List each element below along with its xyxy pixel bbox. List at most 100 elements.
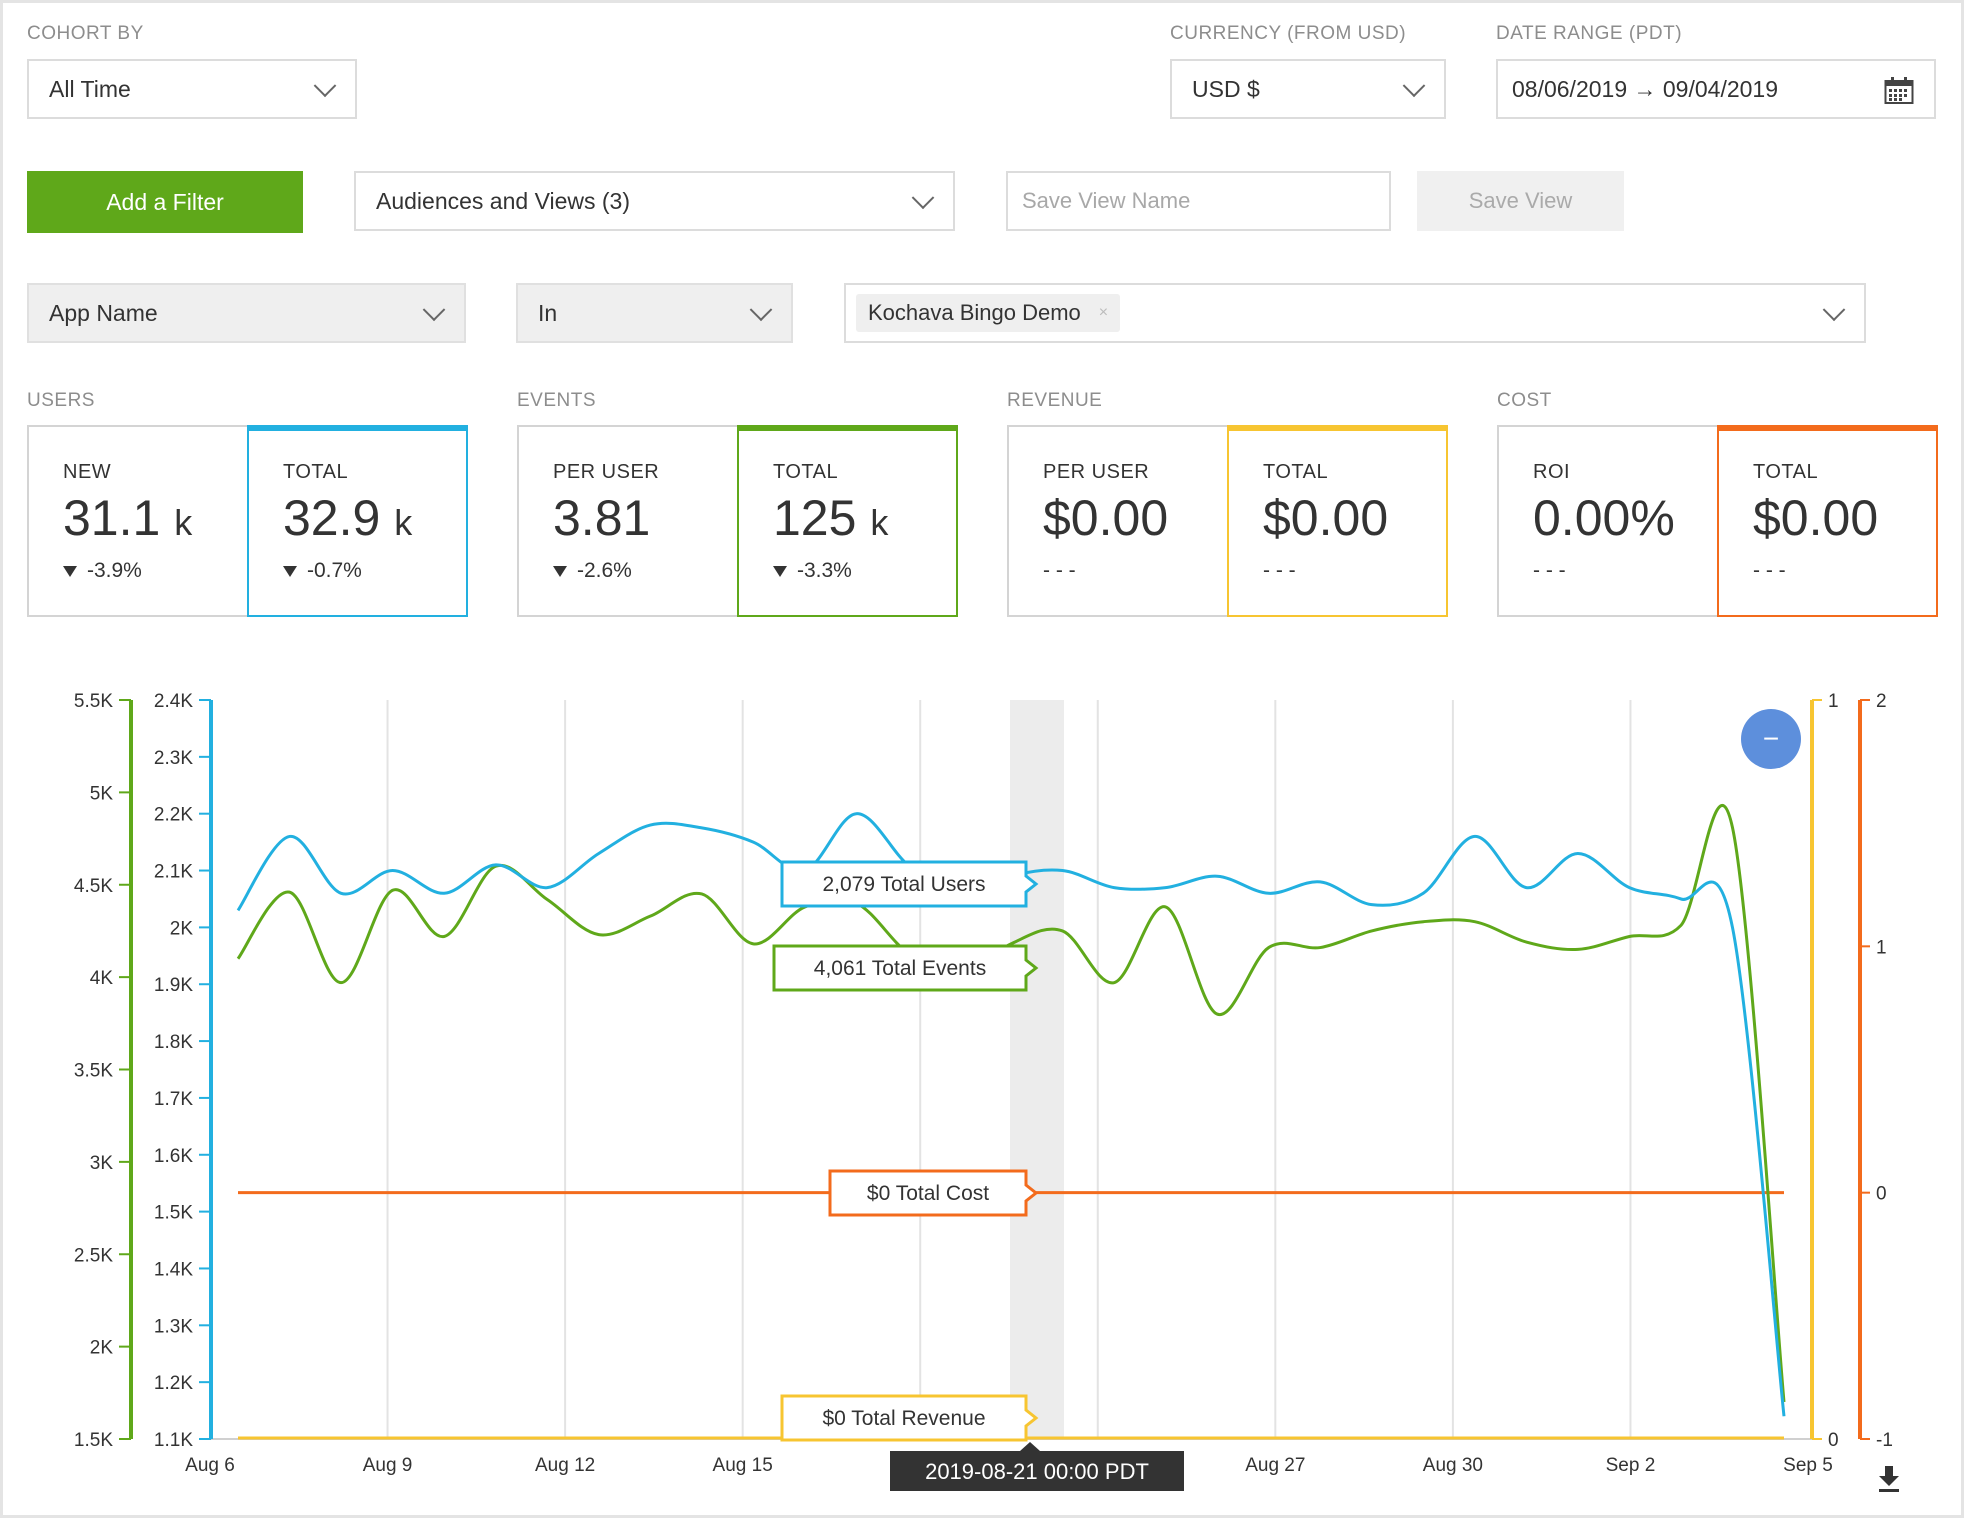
events-tick-label: 5.5K (74, 691, 113, 712)
metric-card-users-new[interactable]: NEW 31.1 k -3.9% (27, 425, 249, 617)
metric-label: TOTAL (283, 461, 349, 483)
chevron-down-icon (911, 186, 935, 210)
users-caption: USERS (27, 390, 95, 411)
metric-card-cost-total[interactable]: TOTAL $0.00 - - - (1717, 425, 1938, 617)
zoom-out-circle (1741, 709, 1801, 769)
close-icon[interactable]: × (1098, 304, 1109, 321)
audiences-views-value: Audiences and Views (3) (376, 187, 630, 214)
x-tick-label: Aug 6 (185, 1455, 235, 1476)
filter-field-value: App Name (49, 299, 158, 326)
metric-card-users-total[interactable]: TOTAL 32.9 k -0.7% (247, 425, 468, 617)
audiences-views-select[interactable]: Audiences and Views (3) (354, 171, 955, 231)
zoom-out-button[interactable]: − (1741, 709, 1801, 769)
users-tick-label: 2.1K (154, 862, 193, 883)
download-arrow (1879, 1466, 1899, 1486)
tooltip-total-cost: $0 Total Cost (828, 1169, 1039, 1217)
users-tick-label: 1.5K (154, 1203, 193, 1224)
hover-band (1010, 700, 1064, 1439)
users-tick-label: 1.1K (154, 1430, 193, 1451)
metric-value: 31.1 k (63, 490, 193, 546)
users-tick-label: 1.8K (154, 1032, 193, 1053)
metric-value: 3.81 (553, 490, 651, 546)
events-tick-label: 3.5K (74, 1061, 113, 1082)
down-arrow-icon (553, 565, 567, 577)
chevron-down-icon (749, 298, 773, 322)
events-tick-label: 3K (90, 1153, 114, 1174)
metric-change: -2.6% (553, 559, 632, 583)
revenue-tick-label: 1 (1828, 691, 1839, 712)
date-range-caption: DATE RANGE (PDT) (1496, 23, 1683, 44)
metric-card-cost-roi[interactable]: ROI 0.00% - - - (1497, 425, 1719, 617)
users-tick-label: 2.4K (154, 691, 193, 712)
tooltip-total-users-text: 2,079 Total Users (822, 873, 985, 896)
events-tick-label: 2.5K (74, 1245, 113, 1266)
zoom-out-symbol: − (1763, 723, 1779, 754)
chevron-down-icon (313, 74, 337, 98)
tooltip-date-box (890, 1451, 1184, 1491)
tooltip-total-events-text: 4,061 Total Events (814, 957, 986, 980)
metric-card-revenue-per-user[interactable]: PER USER $0.00 - - - (1007, 425, 1229, 617)
add-filter-button[interactable]: Add a Filter (27, 171, 303, 233)
users-tick-label: 1.6K (154, 1146, 193, 1167)
tooltip-date-text: 2019-08-21 00:00 PDT (925, 1459, 1149, 1484)
tooltip-total-users-box (780, 860, 1039, 908)
users-tick-label: 1.2K (154, 1373, 193, 1394)
metric-label: TOTAL (773, 461, 839, 483)
tooltip-date-pointer (1020, 1442, 1040, 1451)
download-icon[interactable] (1879, 1466, 1899, 1492)
revenue-tick-label: 0 (1828, 1430, 1839, 1451)
download-tray (1879, 1489, 1899, 1492)
metric-change: - - - (1533, 559, 1566, 582)
metric-value: 0.00% (1533, 490, 1675, 546)
currency-caption: CURRENCY (FROM USD) (1170, 23, 1407, 44)
cohort-caption: COHORT BY (27, 23, 144, 44)
users-tick-label: 2.3K (154, 748, 193, 769)
metric-change: -3.9% (63, 559, 142, 583)
down-arrow-icon (283, 565, 297, 577)
x-tick-label: Aug 27 (1245, 1455, 1305, 1476)
metric-change: - - - (1753, 559, 1786, 582)
filter-field-select[interactable]: App Name (27, 283, 466, 343)
metric-change: -0.7% (283, 559, 362, 583)
x-tick-label: Sep 5 (1783, 1455, 1833, 1476)
events-tick-label: 1.5K (74, 1430, 113, 1451)
cost-tick-label: 0 (1876, 1184, 1887, 1205)
cohort-select[interactable]: All Time (27, 59, 357, 119)
users-tick-label: 1.9K (154, 975, 193, 996)
date-range-picker[interactable]: 08/06/2019 → 09/04/2019 (1496, 59, 1936, 119)
metric-label: NEW (63, 461, 112, 483)
save-view-button[interactable]: Save View (1417, 171, 1624, 231)
tooltip-total-users: 2,079 Total Users (780, 860, 1039, 908)
metric-card-events-per-user[interactable]: PER USER 3.81 -2.6% (517, 425, 739, 617)
users-tick-label: 2K (170, 918, 194, 939)
series-line-total-events (236, 804, 1786, 1403)
metric-value: $0.00 (1753, 490, 1879, 546)
x-tick-label: Aug 15 (713, 1455, 773, 1476)
metric-label: TOTAL (1263, 461, 1329, 483)
filter-operator-value: In (538, 299, 558, 326)
filter-operator-select[interactable]: In (516, 283, 793, 343)
down-arrow-icon (63, 565, 77, 577)
filter-value-select[interactable]: Kochava Bingo Demo × (844, 283, 1866, 343)
events-tick-label: 4.5K (74, 876, 113, 897)
metric-change: - - - (1263, 559, 1296, 582)
chevron-down-icon (1822, 298, 1846, 322)
cost-tick-label: 1 (1876, 937, 1887, 958)
chevron-down-icon (1402, 74, 1426, 98)
metric-change: - - - (1043, 559, 1076, 582)
series-line-total-users (236, 812, 1786, 1417)
metric-change: -3.3% (773, 559, 852, 583)
currency-value: USD $ (1192, 75, 1260, 102)
save-view-name-input[interactable]: Save View Name (1006, 171, 1391, 231)
chevron-down-icon (422, 298, 446, 322)
x-tick-label: Aug 30 (1423, 1455, 1483, 1476)
tooltip-total-revenue: $0 Total Revenue (780, 1394, 1039, 1442)
currency-select[interactable]: USD $ (1170, 59, 1446, 119)
metric-card-revenue-total[interactable]: TOTAL $0.00 - - - (1227, 425, 1448, 617)
metric-card-events-total[interactable]: TOTAL 125 k -3.3% (737, 425, 958, 617)
cohort-value: All Time (49, 75, 131, 102)
cost-tick-label: 2 (1876, 691, 1887, 712)
cost-tick-label: -1 (1876, 1430, 1893, 1451)
x-tick-label: Sep 2 (1606, 1455, 1656, 1476)
